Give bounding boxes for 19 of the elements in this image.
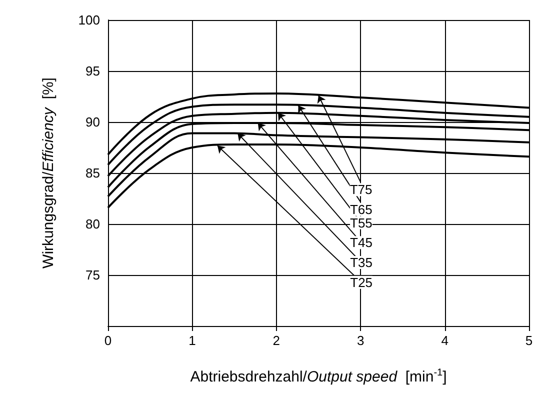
x-tick-label: 0 (104, 333, 112, 348)
x-tick-label: 2 (272, 333, 280, 348)
text: T25 (350, 274, 373, 290)
y-tick-label: 90 (86, 114, 100, 130)
y-tick-label: 80 (86, 216, 100, 232)
text: T35 (350, 254, 372, 270)
y-tick-label: 100 (78, 12, 100, 28)
x-tick-label: 1 (188, 333, 196, 348)
text: T55 (350, 215, 372, 230)
text: T65 (350, 202, 372, 217)
x-tick-label: 3 (356, 333, 364, 348)
text: T75 (350, 182, 372, 198)
y-tick-label: 85 (86, 166, 100, 180)
y-tick-label: 95 (86, 64, 100, 78)
text: T45 (350, 235, 372, 250)
y-axis-title: Wirkungsgrad/Efficiency [%] (40, 78, 57, 268)
x-tick-label: 4 (441, 333, 448, 348)
y-tick-label: 75 (86, 268, 100, 282)
x-tick-label: 5 (525, 333, 533, 348)
